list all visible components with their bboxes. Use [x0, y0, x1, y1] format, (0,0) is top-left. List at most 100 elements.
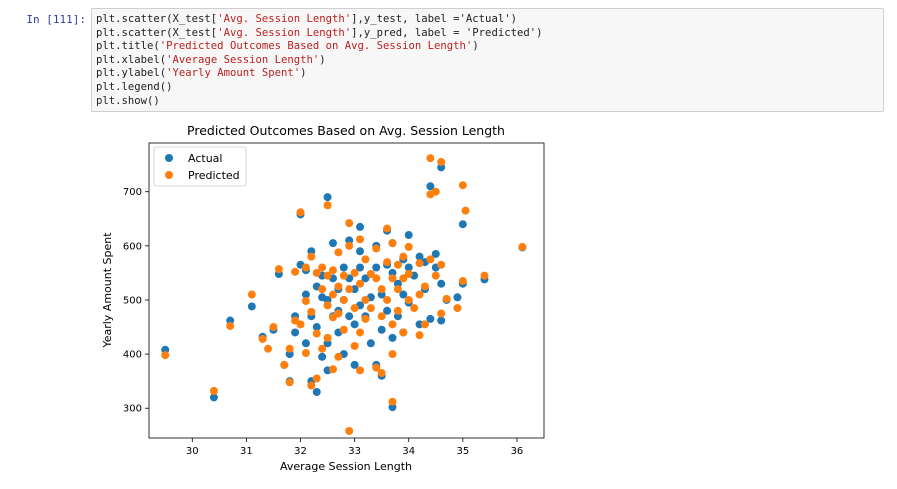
data-point-predicted [404, 269, 413, 278]
data-point-predicted [247, 290, 256, 299]
x-tick-label: 30 [186, 446, 199, 457]
code-token-post: ) [472, 40, 479, 53]
x-tick-label: 35 [456, 446, 469, 457]
y-tick-label: 500 [123, 295, 142, 306]
code-token-post: ],y_pred, label = 'Predicted') [351, 26, 543, 39]
data-point-actual [356, 222, 365, 231]
data-point-predicted [258, 334, 267, 343]
data-point-predicted [285, 344, 294, 353]
data-point-predicted [356, 366, 365, 375]
data-point-predicted [388, 350, 397, 359]
x-axis: 30 31 32 33 34 35 36 [186, 438, 523, 457]
code-token-post: ) [300, 67, 307, 80]
code-token-pre: plt.xlabel( [96, 53, 167, 66]
chart-title: Predicted Outcomes Based on Avg. Session… [187, 123, 505, 138]
code-line: plt.ylabel('Yearly Amount Spent') [96, 67, 883, 81]
data-point-predicted [356, 279, 365, 288]
x-axis-label: Average Session Length [280, 460, 412, 473]
data-point-predicted [301, 297, 310, 306]
data-point-predicted [301, 263, 310, 272]
data-point-predicted [350, 304, 359, 313]
data-point-predicted [312, 268, 321, 277]
data-point-predicted [399, 274, 408, 283]
data-point-actual [356, 263, 365, 272]
code-line: plt.legend() [96, 81, 883, 95]
data-point-predicted [334, 309, 343, 318]
data-point-predicted [372, 274, 381, 283]
data-point-predicted [420, 282, 429, 291]
legend-box [153, 146, 247, 187]
data-point-predicted [345, 285, 354, 294]
legend-label-predicted: Predicted [188, 169, 240, 182]
code-line: plt.scatter(X_test['Avg. Session Length'… [96, 13, 883, 27]
data-point-actual [312, 387, 321, 396]
data-point-actual [366, 339, 375, 348]
data-point-actual [437, 316, 446, 325]
y-tick-label: 700 [123, 187, 142, 198]
data-point-predicted [442, 294, 451, 303]
data-point-actual [383, 306, 392, 315]
data-point-predicted [404, 295, 413, 304]
data-point-predicted [345, 241, 354, 250]
data-point-predicted [334, 282, 343, 291]
data-point-predicted [366, 304, 375, 313]
data-point-actual [291, 328, 300, 337]
data-point-predicted [328, 365, 337, 374]
data-point-actual [209, 393, 218, 402]
code-cell-editor[interactable]: plt.scatter(X_test['Avg. Session Length'… [91, 8, 884, 112]
code-line: plt.title('Predicted Outcomes Based on A… [96, 40, 883, 54]
data-point-actual [415, 252, 424, 261]
data-point-actual [312, 323, 321, 332]
data-point-predicted [399, 328, 408, 337]
data-point-predicted [372, 363, 381, 372]
data-point-actual [404, 231, 413, 240]
data-point-predicted [350, 341, 359, 350]
data-point-predicted [161, 351, 170, 360]
data-point-predicted [393, 285, 402, 294]
legend-marker-predicted [165, 171, 173, 179]
code-token-pre: plt.show() [96, 94, 160, 107]
data-point-predicted [426, 255, 435, 264]
data-point-predicted [461, 206, 470, 215]
data-point-predicted [339, 295, 348, 304]
code-token-pre: plt.legend() [96, 80, 173, 93]
legend-label-actual: Actual [188, 152, 222, 165]
code-token-post: ],y_test, label ='Actual') [351, 13, 517, 25]
data-point-actual [356, 247, 365, 256]
data-point-predicted [383, 258, 392, 267]
data-point-predicted [307, 252, 316, 261]
code-token-str: 'Predicted Outcomes Based on Avg. Sessio… [159, 40, 473, 53]
scatter-points [161, 154, 527, 435]
legend: Actual Predicted [153, 146, 247, 187]
data-point-predicted [453, 304, 462, 313]
data-point-predicted [388, 320, 397, 329]
data-point-predicted [312, 374, 321, 383]
data-point-predicted [323, 201, 332, 210]
data-point-predicted [393, 260, 402, 269]
data-point-actual [426, 314, 435, 323]
y-axis-label: Yearly Amount Spent [101, 232, 114, 349]
code-line: plt.scatter(X_test['Avg. Session Length'… [96, 27, 883, 41]
data-point-predicted [361, 295, 370, 304]
data-point-predicted [307, 307, 316, 316]
data-point-predicted [437, 309, 446, 318]
x-tick-label: 36 [511, 446, 524, 457]
data-point-predicted [415, 259, 424, 268]
data-point-predicted [323, 333, 332, 342]
data-point-actual [431, 249, 440, 258]
data-point-predicted [339, 271, 348, 280]
data-point-predicted [437, 260, 446, 269]
y-tick-label: 400 [123, 350, 142, 361]
data-point-actual [328, 239, 337, 248]
data-point-predicted [280, 360, 289, 369]
data-point-predicted [361, 255, 370, 264]
data-point-actual [388, 333, 397, 342]
data-point-predicted [301, 349, 310, 358]
x-tick-label: 33 [348, 446, 361, 457]
x-tick-label: 32 [294, 446, 307, 457]
data-point-actual [345, 312, 354, 321]
y-tick-label: 300 [123, 404, 142, 415]
data-point-predicted [458, 181, 467, 190]
data-point-predicted [312, 329, 321, 338]
data-point-actual [372, 263, 381, 272]
